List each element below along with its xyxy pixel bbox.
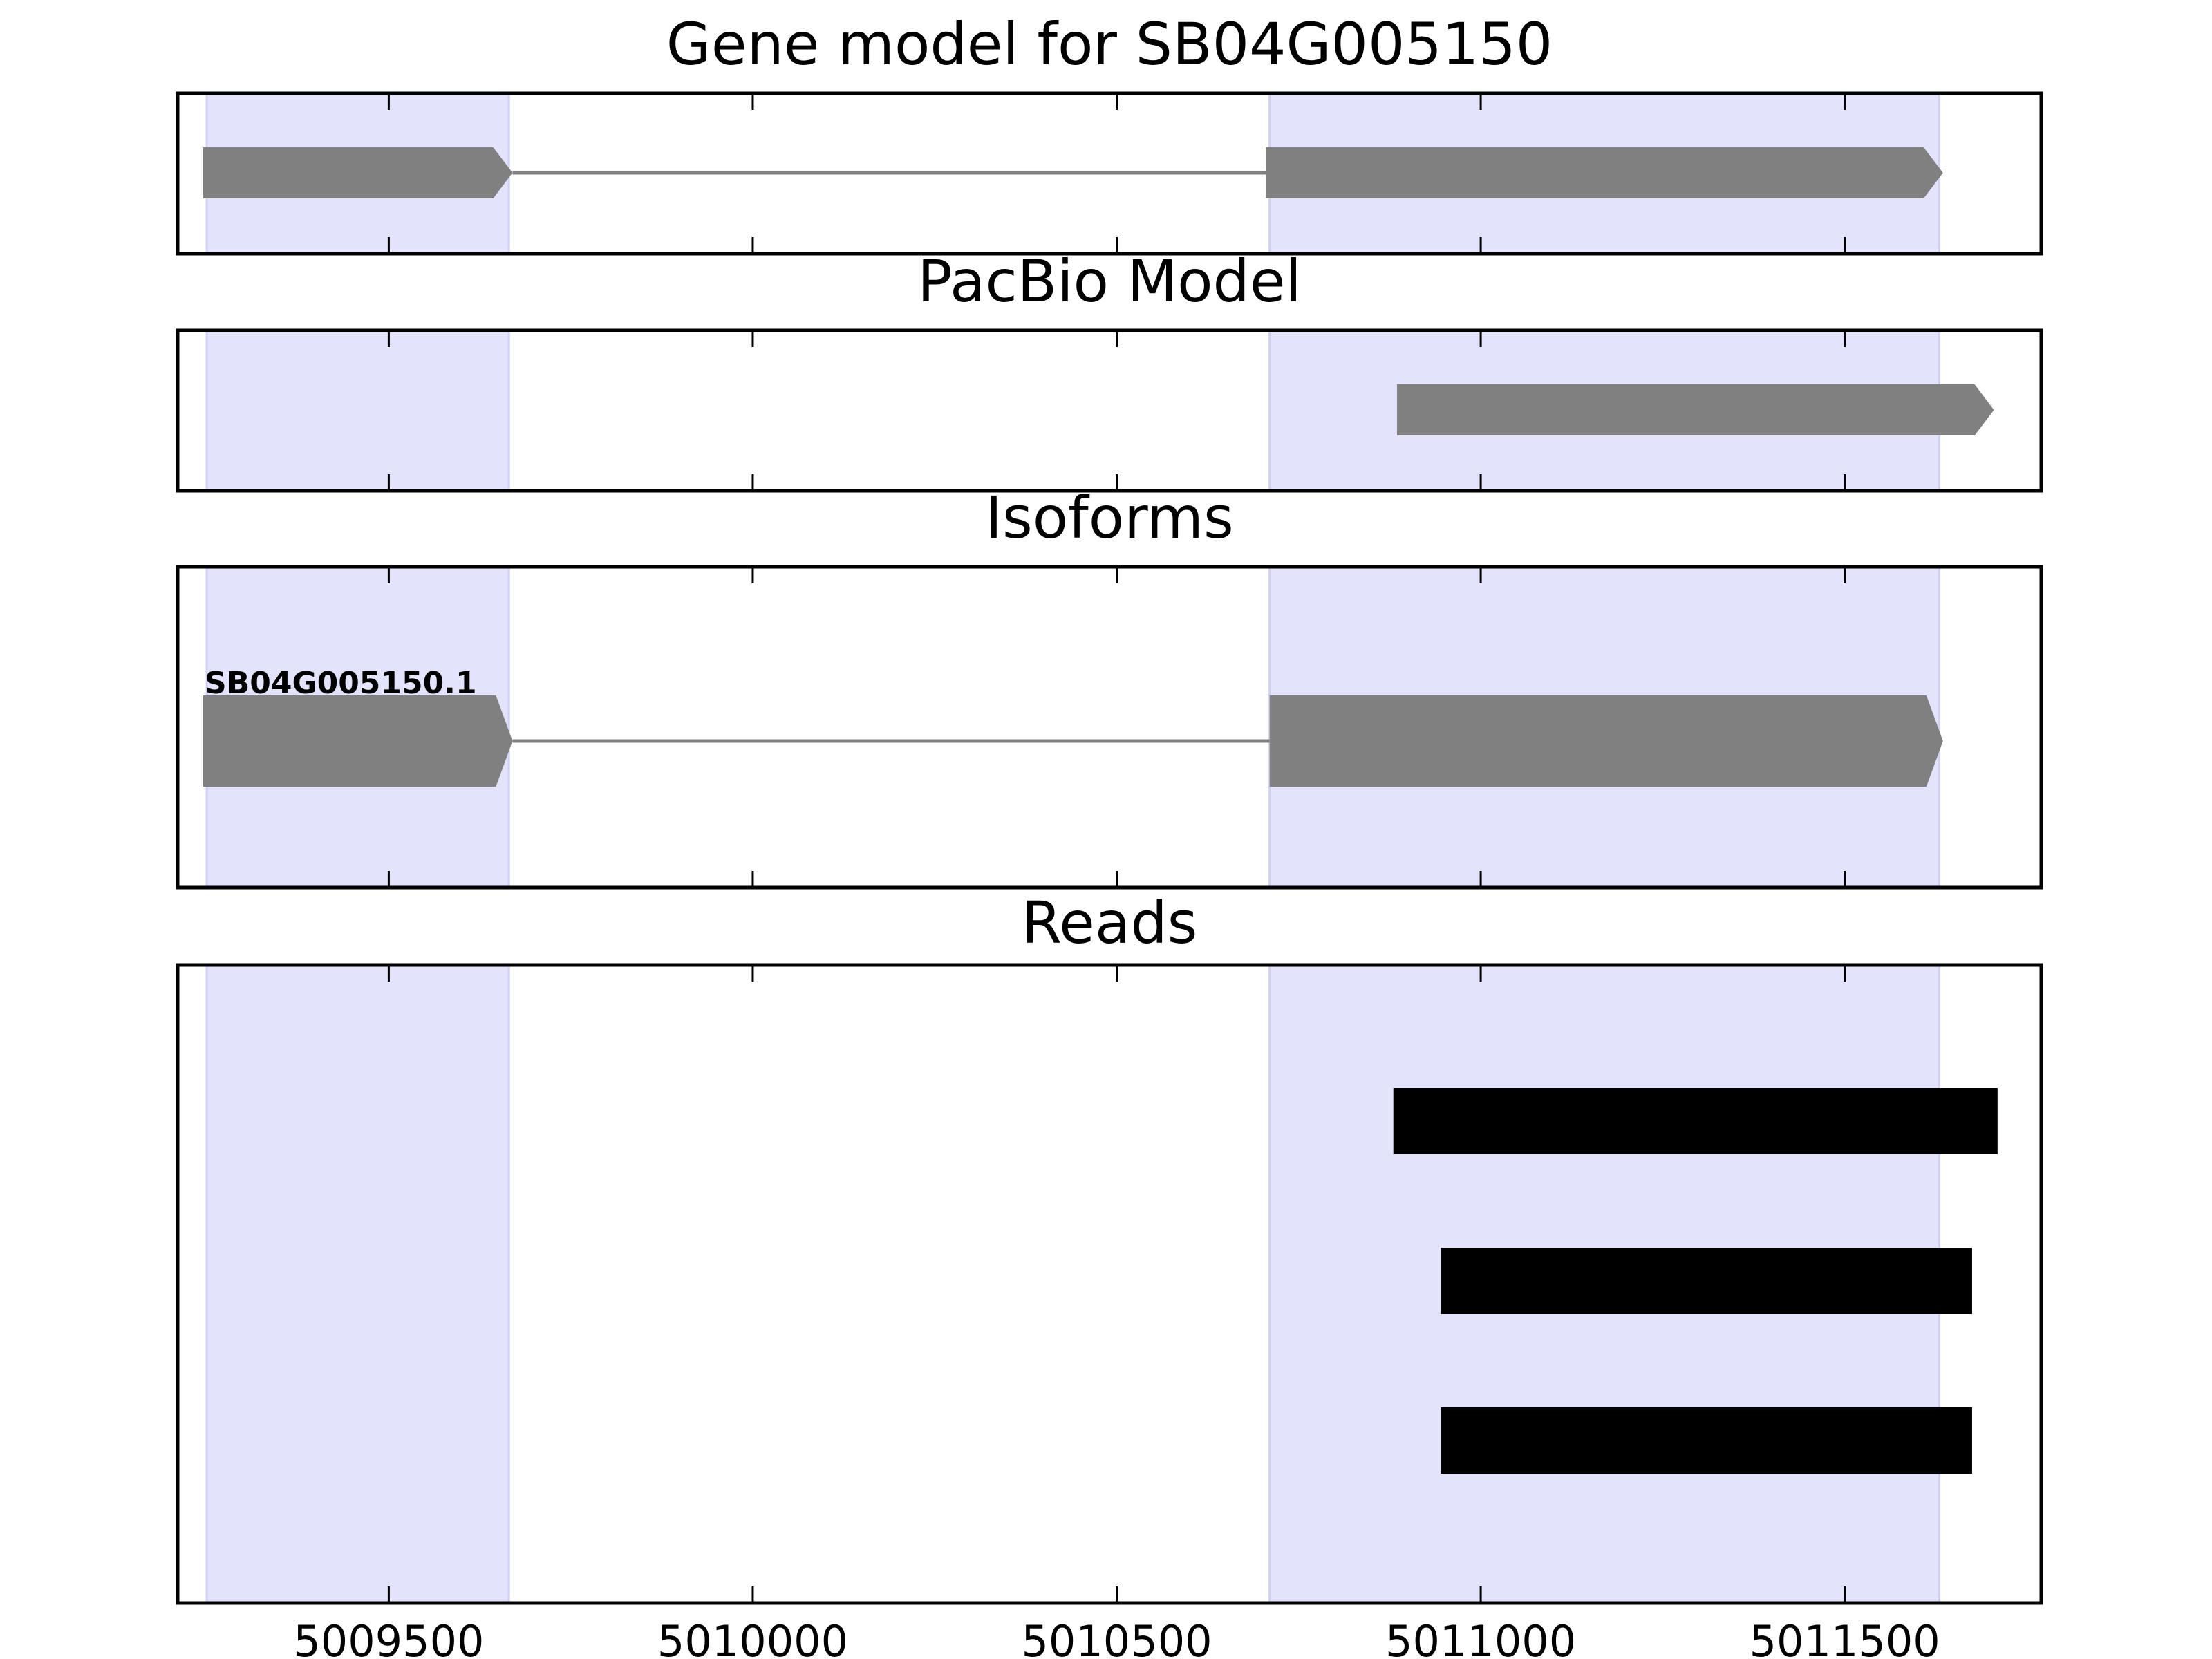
isoforms-title: Isoforms: [985, 484, 1234, 552]
isoforms-frame: [176, 565, 2043, 890]
exon-arrow: [1269, 695, 1943, 787]
x-tick-label: 5011000: [1385, 1616, 1576, 1659]
isoform-label: SB04G005150.1: [205, 666, 477, 701]
pacbio-model-frame: [176, 328, 2043, 493]
x-tick-label: 5010500: [1021, 1616, 1212, 1659]
read-bar: [1393, 1088, 1998, 1154]
gene-model-frame: [176, 91, 2043, 256]
gene-model-title: Gene model for SB04G005150: [666, 10, 1553, 78]
x-tick-label: 5011500: [1750, 1616, 1940, 1659]
read-bar: [1441, 1248, 1972, 1314]
exon-arrow: [203, 695, 513, 787]
reads-frame: [176, 963, 2043, 1605]
x-tick-label: 5010000: [657, 1616, 848, 1659]
highlight-region: [205, 964, 510, 1604]
reads-panel: Reads 5009500 5010000 5010500 5011000 501150…: [176, 889, 2043, 1659]
read-bar: [1441, 1407, 1972, 1474]
pacbio-model-title: PacBio Model: [917, 247, 1302, 315]
exon-arrow: [1396, 384, 1994, 435]
pacbio-model-panel: PacBio Model: [176, 247, 2043, 493]
exon-arrow: [203, 147, 513, 198]
reads-title: Reads: [1022, 889, 1198, 957]
isoforms-panel: Isoforms SB04G005150.1: [176, 484, 2043, 890]
exon-arrow: [1266, 147, 1943, 198]
highlight-region: [205, 329, 510, 492]
gene-model-panel: Gene model for SB04G005150: [176, 10, 2043, 256]
x-tick-label: 5009500: [293, 1616, 484, 1659]
